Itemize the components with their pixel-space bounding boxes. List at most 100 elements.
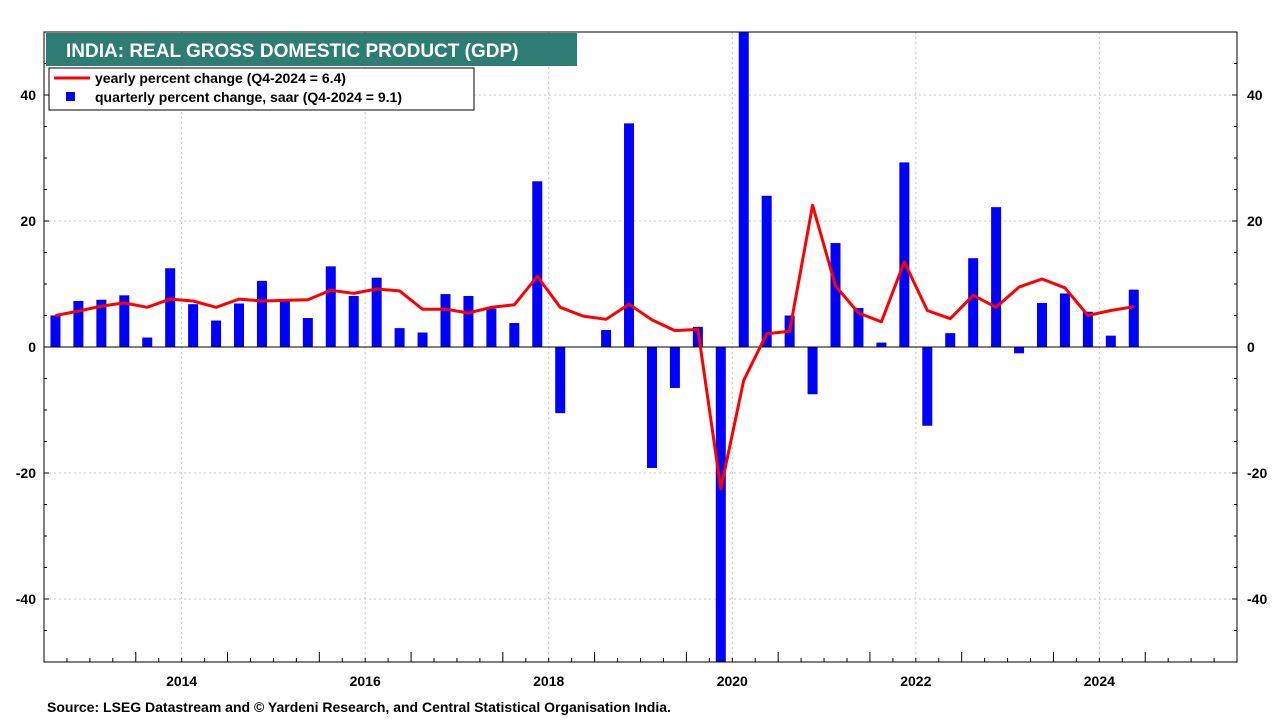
quarterly-bar <box>73 301 84 347</box>
yearly-change-point <box>1018 286 1020 288</box>
yearly-change-point <box>490 306 493 309</box>
quarterly-bar <box>371 277 382 347</box>
quarterly-bar <box>830 243 841 347</box>
yearly-change-point <box>352 292 355 295</box>
yearly-change-point <box>1041 278 1043 280</box>
quarterly-bar <box>1105 335 1116 347</box>
quarterly-bar <box>738 32 749 347</box>
yearly-change-point <box>421 308 424 311</box>
y-tick-label-right: -40 <box>1247 591 1267 607</box>
yearly-change-point <box>1132 305 1135 308</box>
yearly-change-point <box>719 487 722 490</box>
legend-label-yearly: yearly percent change (Q4-2024 = 6.4) <box>95 70 346 86</box>
yearly-change-point <box>77 310 80 312</box>
quarterly-bar <box>1059 293 1070 347</box>
yearly-change-point <box>284 299 286 302</box>
quarterly-bar <box>486 308 497 347</box>
yearly-change-point <box>1110 309 1112 312</box>
quarterly-bar <box>165 268 176 347</box>
x-tick-label: 2018 <box>533 673 564 689</box>
y-tick-label-right: -20 <box>1247 465 1267 481</box>
quarterly-bar <box>853 307 864 347</box>
x-tick-label: 2020 <box>717 673 748 689</box>
yearly-change-point <box>307 298 309 301</box>
y-tick-label-right: 20 <box>1247 213 1263 229</box>
quarterly-bar <box>348 295 359 347</box>
quarterly-bar <box>463 295 474 347</box>
yearly-change-point <box>536 275 539 278</box>
quarterly-bar <box>1014 347 1025 354</box>
quarterly-bar <box>945 333 956 347</box>
legend-label-quarterly: quarterly percent change, saar (Q4-2024 … <box>95 89 402 105</box>
quarterly-bar <box>807 347 818 395</box>
source-note: Source: LSEG Datastream and © Yardeni Re… <box>47 699 671 715</box>
quarterly-bar <box>991 207 1002 347</box>
yearly-change-point <box>1087 314 1089 317</box>
yearly-change-point <box>926 309 929 312</box>
y-tick-label-left: 40 <box>20 87 36 103</box>
quarterly-bar <box>279 299 290 347</box>
yearly-change-point <box>215 306 217 309</box>
quarterly-bar <box>715 347 726 662</box>
quarterly-bar <box>440 294 451 347</box>
legend-bar-swatch <box>66 92 75 101</box>
x-tick-label: 2016 <box>350 673 381 689</box>
yearly-change-point <box>146 306 149 309</box>
yearly-change-point <box>788 330 791 333</box>
yearly-change-point <box>123 302 126 304</box>
quarterly-bar <box>394 328 405 347</box>
x-tick-label: 2014 <box>166 673 197 689</box>
yearly-change-point <box>1064 286 1066 289</box>
yearly-change-point <box>697 328 699 331</box>
quarterly-bar <box>1128 289 1139 347</box>
quarterly-bar <box>1082 311 1093 347</box>
yearly-change-point <box>238 298 240 300</box>
legend: yearly percent change (Q4-2024 = 6.4) qu… <box>48 67 475 111</box>
yearly-change-point <box>375 288 378 290</box>
quarterly-bar <box>646 347 657 468</box>
yearly-change-point <box>467 312 470 314</box>
yearly-change-point <box>765 332 768 335</box>
yearly-change-point <box>903 261 906 263</box>
quarterly-bar <box>624 123 635 347</box>
y-tick-label-left: 0 <box>28 339 36 355</box>
quarterly-bar <box>119 295 130 347</box>
quarterly-bar <box>211 320 222 347</box>
line-layer <box>54 203 1135 491</box>
yearly-change-point <box>169 298 171 300</box>
y-tick-label-left: 20 <box>20 213 36 229</box>
yearly-change-point <box>628 303 630 305</box>
yearly-change-point <box>995 306 997 309</box>
yearly-change-point <box>192 300 194 302</box>
yearly-change-point <box>834 285 837 287</box>
quarterly-bar <box>256 280 267 347</box>
quarterly-bar <box>669 347 680 388</box>
yearly-change-point <box>651 319 653 321</box>
chart-title: INDIA: REAL GROSS DOMESTIC PRODUCT (GDP) <box>66 41 519 62</box>
title-background <box>46 33 577 66</box>
quarterly-bar <box>302 318 313 347</box>
x-tick-label: 2022 <box>900 673 931 689</box>
yearly-change-point <box>261 300 263 302</box>
quarterly-bar <box>50 315 61 347</box>
yearly-change-point <box>949 317 952 320</box>
y-tick-label-right: 0 <box>1247 339 1255 355</box>
yearly-change-point <box>857 312 860 314</box>
yearly-change-point <box>605 318 607 321</box>
yearly-change-point <box>742 379 745 382</box>
grid-layer <box>44 32 1237 662</box>
yearly-change-point <box>513 303 516 306</box>
yearly-change-point <box>559 306 562 309</box>
yearly-change-line <box>55 203 1135 491</box>
yearly-change-point <box>54 314 57 317</box>
yearly-change-point <box>811 204 814 207</box>
y-tick-label-right: 40 <box>1247 87 1263 103</box>
quarterly-bar <box>234 303 245 347</box>
yearly-change-point <box>582 315 584 317</box>
y-tick-label-left: -20 <box>16 465 36 481</box>
yearly-change-point <box>100 305 103 307</box>
quarterly-bar <box>325 266 336 347</box>
yearly-change-point <box>972 294 974 297</box>
